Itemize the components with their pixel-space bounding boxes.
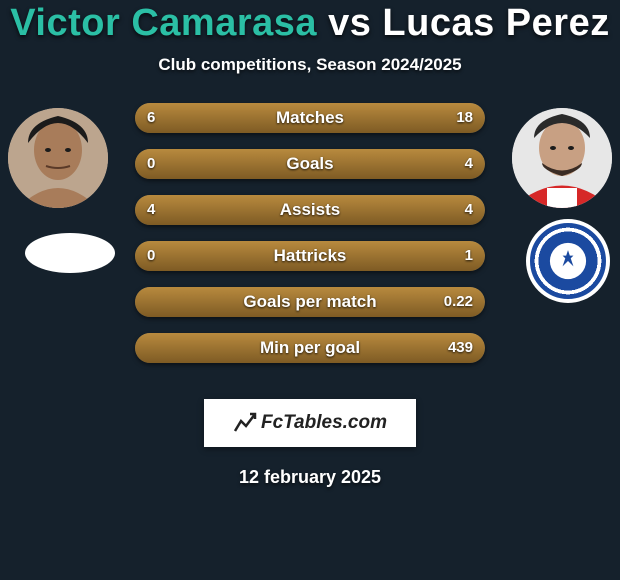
vs-text: vs: [328, 2, 371, 44]
stat-row: 04Goals: [135, 149, 485, 179]
stat-label: Hattricks: [135, 241, 485, 271]
date-text: 12 february 2025: [0, 467, 620, 488]
stat-label: Goals per match: [135, 287, 485, 317]
subtitle: Club competitions, Season 2024/2025: [0, 55, 620, 75]
stat-row: 618Matches: [135, 103, 485, 133]
chart-icon: [233, 411, 257, 435]
stat-bars: 618Matches 04Goals 44Assists 01Hattricks 0.2…: [135, 103, 485, 379]
stat-row: 01Hattricks: [135, 241, 485, 271]
watermark-text: FcTables.com: [261, 412, 387, 434]
player2-club-badge: [526, 219, 610, 303]
stat-row: 0.22Goals per match: [135, 287, 485, 317]
comparison-panel: 618Matches 04Goals 44Assists 01Hattricks 0.2…: [0, 103, 620, 383]
watermark: FcTables.com: [204, 399, 416, 447]
player2-avatar: [512, 108, 612, 208]
player2-name: Lucas Perez: [382, 2, 609, 44]
stat-label: Goals: [135, 149, 485, 179]
player1-club-badge: [25, 233, 115, 273]
player1-name: Victor Camarasa: [10, 2, 317, 44]
player1-avatar: [8, 108, 108, 208]
stat-label: Matches: [135, 103, 485, 133]
stat-row: 439Min per goal: [135, 333, 485, 363]
stat-label: Min per goal: [135, 333, 485, 363]
comparison-title: Victor Camarasa vs Lucas Perez: [0, 0, 620, 45]
stat-row: 44Assists: [135, 195, 485, 225]
stat-label: Assists: [135, 195, 485, 225]
